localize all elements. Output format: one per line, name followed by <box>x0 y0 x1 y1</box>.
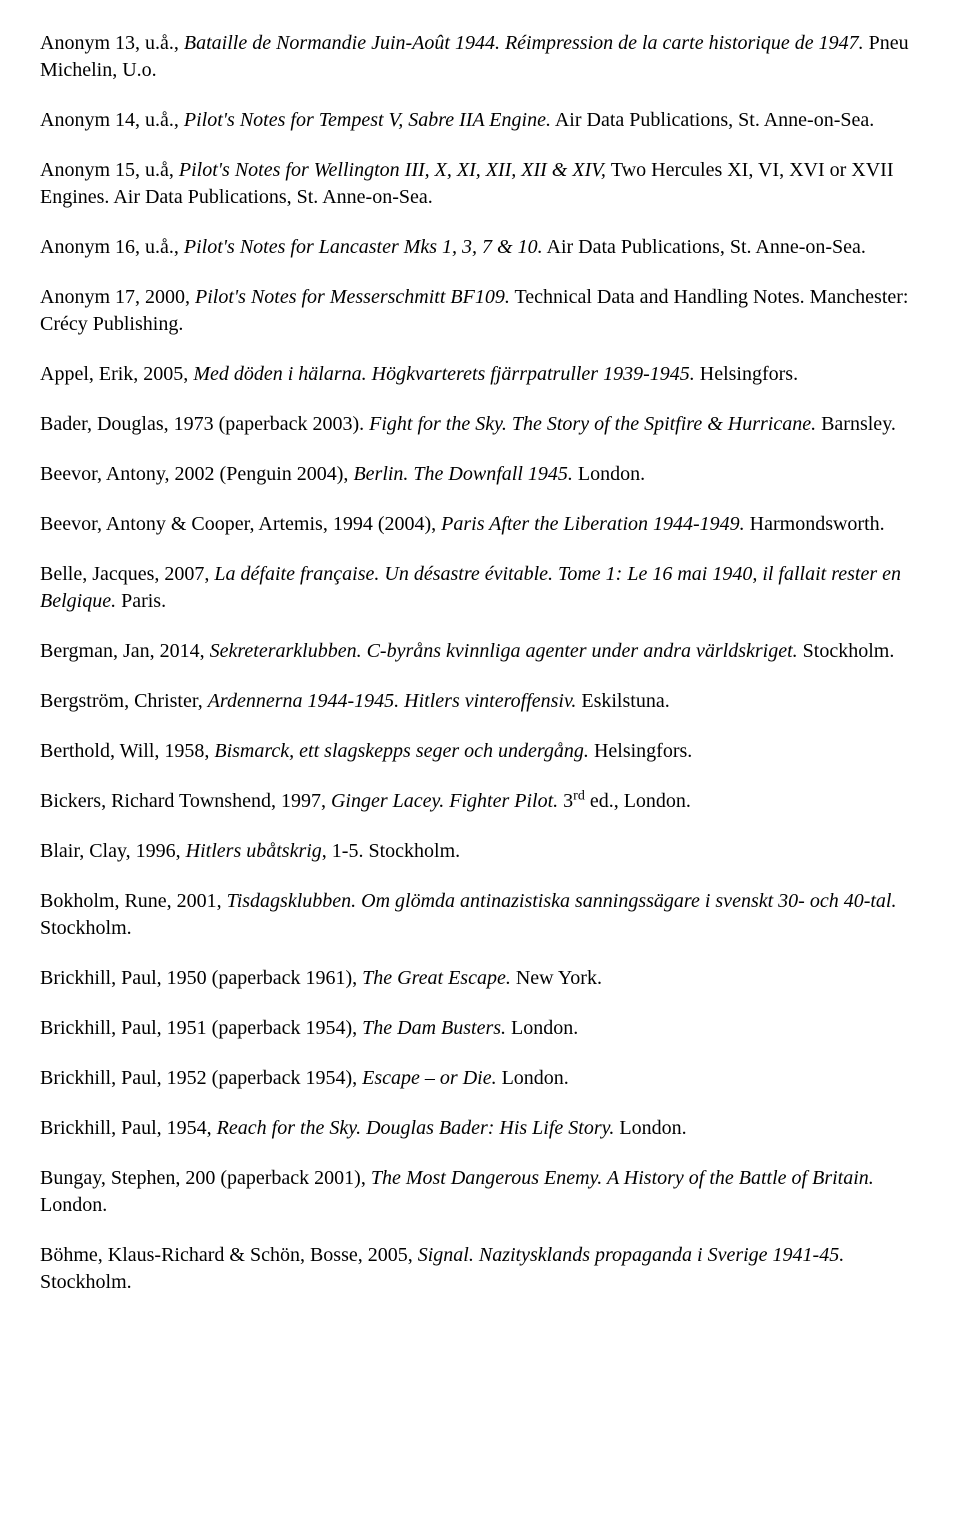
entry-segment: Helsingfors. <box>695 363 798 385</box>
entry-segment: London. <box>497 1067 569 1089</box>
entry-segment: Ginger Lacey. Fighter Pilot. <box>331 790 558 812</box>
entry-segment: Paris After the Liberation 1944-1949. <box>441 513 745 535</box>
entry-segment: Bergman, Jan, 2014, <box>40 640 210 662</box>
entry-segment: Harmondsworth. <box>745 513 885 535</box>
bibliography-list: Anonym 13, u.å., Bataille de Normandie J… <box>40 30 920 1296</box>
entry-segment: The Most Dangerous Enemy. A History of t… <box>371 1167 874 1189</box>
entry-segment: Anonym 13, u.å., <box>40 32 184 54</box>
entry-segment: Belle, Jacques, 2007, <box>40 563 214 585</box>
entry-segment: Bader, Douglas, 1973 (paperback 2003). <box>40 413 369 435</box>
entry-segment: Böhme, Klaus-Richard & Schön, Bosse, 200… <box>40 1244 418 1266</box>
entry-segment: The Great Escape. <box>362 967 511 989</box>
entry-segment: Blair, Clay, 1996, <box>40 840 186 862</box>
entry-segment: Brickhill, Paul, 1950 (paperback 1961), <box>40 967 362 989</box>
entry-segment: Barnsley. <box>816 413 896 435</box>
bibliography-entry: Brickhill, Paul, 1950 (paperback 1961), … <box>40 965 920 992</box>
bibliography-entry: Beevor, Antony, 2002 (Penguin 2004), Ber… <box>40 461 920 488</box>
entry-segment: London. <box>506 1017 578 1039</box>
entry-segment: Bismarck, ett slagskepps seger och under… <box>214 740 589 762</box>
entry-segment: New York. <box>511 967 602 989</box>
entry-segment: Pilot's Notes for Lancaster Mks 1, 3, 7 … <box>184 236 543 258</box>
entry-segment: Bungay, Stephen, 200 (paperback 2001), <box>40 1167 371 1189</box>
entry-segment: The Dam Busters. <box>362 1017 506 1039</box>
entry-segment: rd <box>573 788 585 803</box>
bibliography-entry: Belle, Jacques, 2007, La défaite françai… <box>40 561 920 615</box>
bibliography-entry: Anonym 15, u.å, Pilot's Notes for Wellin… <box>40 157 920 211</box>
bibliography-entry: Bickers, Richard Townshend, 1997, Ginger… <box>40 788 920 815</box>
entry-segment: Stockholm. <box>40 917 132 939</box>
entry-segment: Pilot's Notes for Wellington III, X, XI,… <box>179 159 611 181</box>
bibliography-entry: Anonym 16, u.å., Pilot's Notes for Lanca… <box>40 234 920 261</box>
entry-segment: London. <box>614 1117 686 1139</box>
bibliography-entry: Brickhill, Paul, 1954, Reach for the Sky… <box>40 1115 920 1142</box>
entry-segment: Brickhill, Paul, 1952 (paperback 1954), <box>40 1067 362 1089</box>
entry-segment: Anonym 16, u.å., <box>40 236 184 258</box>
bibliography-entry: Bergman, Jan, 2014, Sekreterarklubben. C… <box>40 638 920 665</box>
entry-segment: , 1-5. Stockholm. <box>322 840 460 862</box>
bibliography-entry: Blair, Clay, 1996, Hitlers ubåtskrig, 1-… <box>40 838 920 865</box>
entry-segment: Sekreterarklubben. C-byråns kvinnliga ag… <box>210 640 798 662</box>
entry-segment: Escape – or Die. <box>362 1067 496 1089</box>
entry-segment: Bataille de Normandie Juin-Août 1944. Ré… <box>184 32 864 54</box>
entry-segment: Stockholm. <box>798 640 895 662</box>
entry-segment: Bokholm, Rune, 2001, <box>40 890 227 912</box>
bibliography-entry: Anonym 14, u.å., Pilot's Notes for Tempe… <box>40 107 920 134</box>
entry-segment: Pilot's Notes for Messerschmitt BF109. <box>195 286 510 308</box>
entry-segment: Signal. Nazitysklands propaganda i Sveri… <box>418 1244 844 1266</box>
entry-segment: Anonym 14, u.å., <box>40 109 184 131</box>
bibliography-entry: Berthold, Will, 1958, Bismarck, ett slag… <box>40 738 920 765</box>
entry-segment: Fight for the Sky. The Story of the Spit… <box>369 413 816 435</box>
entry-segment: Anonym 17, 2000, <box>40 286 195 308</box>
entry-segment: ed., London. <box>585 790 691 812</box>
bibliography-entry: Anonym 13, u.å., Bataille de Normandie J… <box>40 30 920 84</box>
bibliography-entry: Anonym 17, 2000, Pilot's Notes for Messe… <box>40 284 920 338</box>
entry-segment: Air Data Publications, St. Anne-on-Sea. <box>543 236 866 258</box>
entry-segment: Brickhill, Paul, 1954, <box>40 1117 217 1139</box>
entry-segment: Ardennerna 1944-1945. Hitlers vinteroffe… <box>208 690 577 712</box>
bibliography-entry: Bergström, Christer, Ardennerna 1944-194… <box>40 688 920 715</box>
entry-segment: Med döden i hälarna. Högkvarterets fjärr… <box>193 363 694 385</box>
entry-segment: Anonym 15, u.å, <box>40 159 179 181</box>
entry-segment: Pilot's Notes for Tempest V, Sabre IIA E… <box>184 109 551 131</box>
entry-segment: Berlin. The Downfall 1945. <box>353 463 572 485</box>
bibliography-entry: Appel, Erik, 2005, Med döden i hälarna. … <box>40 361 920 388</box>
bibliography-entry: Brickhill, Paul, 1952 (paperback 1954), … <box>40 1065 920 1092</box>
entry-segment: Beevor, Antony & Cooper, Artemis, 1994 (… <box>40 513 441 535</box>
entry-segment: Paris. <box>116 590 166 612</box>
entry-segment: Helsingfors. <box>589 740 692 762</box>
bibliography-entry: Bader, Douglas, 1973 (paperback 2003). F… <box>40 411 920 438</box>
bibliography-entry: Böhme, Klaus-Richard & Schön, Bosse, 200… <box>40 1242 920 1296</box>
entry-segment: Appel, Erik, 2005, <box>40 363 193 385</box>
entry-segment: Stockholm. <box>40 1271 132 1293</box>
entry-segment: London. <box>40 1194 107 1216</box>
entry-segment: 3 <box>558 790 573 812</box>
entry-segment: Eskilstuna. <box>576 690 669 712</box>
bibliography-entry: Brickhill, Paul, 1951 (paperback 1954), … <box>40 1015 920 1042</box>
bibliography-entry: Bungay, Stephen, 200 (paperback 2001), T… <box>40 1165 920 1219</box>
entry-segment: Bergström, Christer, <box>40 690 208 712</box>
entry-segment: Bickers, Richard Townshend, 1997, <box>40 790 331 812</box>
entry-segment: Brickhill, Paul, 1951 (paperback 1954), <box>40 1017 362 1039</box>
entry-segment: Tisdagsklubben. Om glömda antinazistiska… <box>227 890 897 912</box>
bibliography-entry: Bokholm, Rune, 2001, Tisdagsklubben. Om … <box>40 888 920 942</box>
entry-segment: Hitlers ubåtskrig <box>186 840 322 862</box>
entry-segment: Beevor, Antony, 2002 (Penguin 2004), <box>40 463 353 485</box>
entry-segment: Reach for the Sky. Douglas Bader: His Li… <box>217 1117 615 1139</box>
entry-segment: Air Data Publications, St. Anne-on-Sea. <box>551 109 874 131</box>
entry-segment: Berthold, Will, 1958, <box>40 740 214 762</box>
entry-segment: London. <box>573 463 645 485</box>
bibliography-entry: Beevor, Antony & Cooper, Artemis, 1994 (… <box>40 511 920 538</box>
